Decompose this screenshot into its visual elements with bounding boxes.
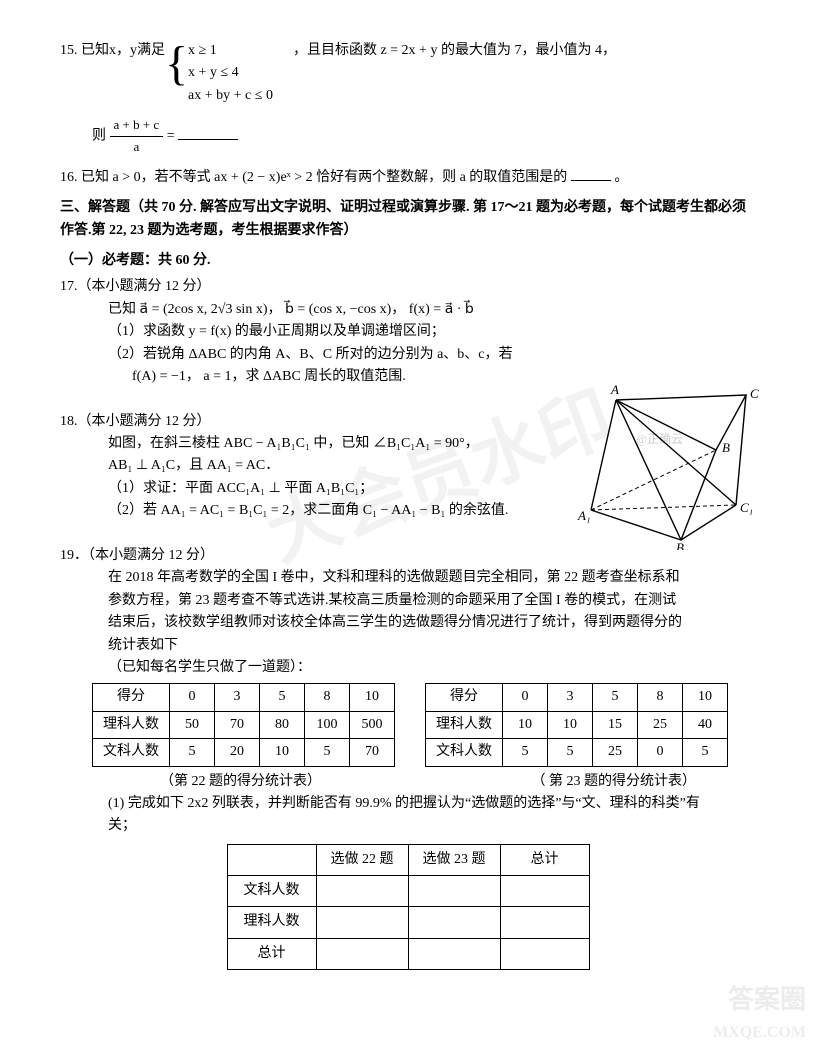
table-q22: 得分 0 3 5 8 10 理科人数 50 70 80 100 500 文科人数… <box>92 683 395 766</box>
t23-h1: 0 <box>503 684 548 711</box>
q15-frac: a + b + c a <box>110 115 164 158</box>
t23-r2-0: 文科人数 <box>426 739 503 766</box>
t22-r2-5: 70 <box>350 739 395 766</box>
q15-cond3: ax + by + c ≤ 0 <box>188 85 273 107</box>
q16-tail: 。 <box>614 170 628 185</box>
question-16: 16. 已知 a > 0，若不等式 ax + (2 − x)eˣ > 2 恰好有… <box>60 166 756 189</box>
q15-then: 则 a + b + c a = <box>60 115 756 158</box>
t23-r2-3: 25 <box>593 739 638 766</box>
q15-frac-num: a + b + c <box>110 115 164 137</box>
q15-cond2: x + y ≤ 4 <box>188 62 273 84</box>
t22-r1-1: 50 <box>170 711 215 738</box>
q15-blank <box>178 125 238 140</box>
prism-figure: A C B A₁ B₁ C₁ @正确云 <box>576 380 766 558</box>
ct-r2: 理科人数 <box>227 907 316 938</box>
edge-a1c1-dashed <box>591 505 736 510</box>
t23-r2-2: 5 <box>548 739 593 766</box>
section-3-sub: （一）必考题：共 60 分. <box>60 250 756 272</box>
question-19: 19．（本小题满分 12 分） 在 2018 年高考数学的全国 I 卷中，文科和… <box>60 545 756 679</box>
footer-wm-2: MXQE.COM <box>713 1020 806 1046</box>
t23-h3: 5 <box>593 684 638 711</box>
t23-h4: 8 <box>638 684 683 711</box>
t23-h5: 10 <box>683 684 728 711</box>
t23-r1-2: 10 <box>548 711 593 738</box>
q17-part2a: （2）若锐角 ΔABC 的内角 A、B、C 所对的边分别为 a、b、c，若 <box>60 344 756 366</box>
ct-h1 <box>227 844 316 875</box>
footer-watermark: 答案圈 MXQE.COM <box>713 979 806 1046</box>
q15-tail: ，且目标函数 z = 2x + y 的最大值为 7，最小值为 4， <box>273 40 616 62</box>
edge-ac1 <box>616 400 736 505</box>
ct-h4: 总计 <box>500 844 589 875</box>
label-C1: C₁ <box>740 500 753 515</box>
t22-h3: 5 <box>260 684 305 711</box>
t22-r2-2: 20 <box>215 739 260 766</box>
t22-h0: 得分 <box>93 684 170 711</box>
ct-h2: 选做 22 题 <box>316 844 408 875</box>
q19-p1: 在 2018 年高考数学的全国 I 卷中，文科和理科的选做题题目完全相同，第 2… <box>60 567 688 657</box>
q16-blank <box>571 166 611 181</box>
t23-r1-0: 理科人数 <box>426 711 503 738</box>
t23-r2-1: 5 <box>503 739 548 766</box>
t23-r1-3: 15 <box>593 711 638 738</box>
ct-h3: 选做 23 题 <box>408 844 500 875</box>
t23-r2-5: 5 <box>683 739 728 766</box>
t23-r1-1: 10 <box>503 711 548 738</box>
question-15: 15. 已知x，y满足 { x ≥ 1 x + y ≤ 4 ax + by + … <box>60 40 756 107</box>
q15-eq: = <box>167 129 178 144</box>
edge-a1b1-b1c1 <box>591 505 736 540</box>
t22-r1-5: 500 <box>350 711 395 738</box>
t22-r1-0: 理科人数 <box>93 711 170 738</box>
edge-bb1 <box>681 450 716 540</box>
caption-23: （ 第 23 题的得分统计表） <box>532 771 697 793</box>
t23-r1-5: 40 <box>683 711 728 738</box>
caption-22: （第 22 题的得分统计表） <box>160 771 321 793</box>
q17-line1: 已知 a⃗ = (2cos x, 2√3 sin x)， b⃗ = (cos x… <box>60 299 756 321</box>
edge-aa1 <box>591 400 616 510</box>
label-B: B <box>722 440 730 455</box>
table-captions: （第 22 题的得分统计表） （ 第 23 题的得分统计表） <box>60 771 756 793</box>
table-q23: 得分 0 3 5 8 10 理科人数 10 10 15 25 40 文科人数 5… <box>425 683 728 766</box>
label-A1: A₁ <box>577 508 590 523</box>
t22-h1: 0 <box>170 684 215 711</box>
ct-r1: 文科人数 <box>227 876 316 907</box>
t22-r2-3: 10 <box>260 739 305 766</box>
label-C: C <box>750 386 759 401</box>
t23-r2-4: 0 <box>638 739 683 766</box>
t22-h2: 3 <box>215 684 260 711</box>
t22-r1-3: 80 <box>260 711 305 738</box>
t22-h4: 8 <box>305 684 350 711</box>
q15-cond1: x ≥ 1 <box>188 40 273 62</box>
q17-part1: （1）求函数 y = f(x) 的最小正周期以及单调递增区间； <box>60 321 756 343</box>
t22-r1-2: 70 <box>215 711 260 738</box>
score-tables-row: 得分 0 3 5 8 10 理科人数 50 70 80 100 500 文科人数… <box>60 679 756 770</box>
q15-then-lead: 则 <box>92 129 106 144</box>
t22-r2-4: 5 <box>305 739 350 766</box>
q15-intro: 15. 已知x，y满足 <box>60 40 165 62</box>
q16-intro: 16. 已知 a > 0，若不等式 ax + (2 − x)eˣ > 2 恰好有… <box>60 170 567 185</box>
contingency-table: 选做 22 题 选做 23 题 总计 文科人数 理科人数 总计 <box>227 844 590 971</box>
t23-h2: 3 <box>548 684 593 711</box>
ct-r3: 总计 <box>227 938 316 969</box>
q19-p2: （已知每名学生只做了一道题）： <box>60 657 756 679</box>
q15-frac-den: a <box>110 137 164 158</box>
t22-r2-1: 5 <box>170 739 215 766</box>
label-B1: B₁ <box>676 540 688 550</box>
watermark-small: @正确云 <box>636 430 683 449</box>
t22-r2-0: 文科人数 <box>93 739 170 766</box>
section-3-head: 三、解答题（共 70 分. 解答应写出文字说明、证明过程或演算步骤. 第 17～… <box>60 197 756 242</box>
footer-wm-1: 答案圈 <box>713 979 806 1021</box>
q17-head: 17.（本小题满分 12 分） <box>60 276 756 298</box>
t23-h0: 得分 <box>426 684 503 711</box>
t22-h5: 10 <box>350 684 395 711</box>
t22-r1-4: 100 <box>305 711 350 738</box>
label-A: A <box>610 382 619 397</box>
t23-r1-4: 25 <box>638 711 683 738</box>
q19-part1: (1) 完成如下 2x2 列联表，并判断能否有 99.9% 的把握认为“选做题的… <box>60 793 708 838</box>
brace-icon: { <box>165 40 188 88</box>
question-17: 17.（本小题满分 12 分） 已知 a⃗ = (2cos x, 2√3 sin… <box>60 276 756 388</box>
edge-ab1 <box>616 400 681 540</box>
